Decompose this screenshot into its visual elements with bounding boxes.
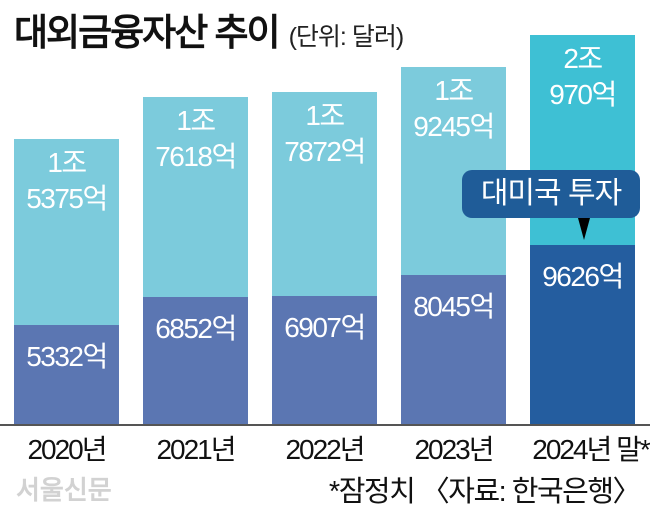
callout-pointer-icon	[578, 218, 590, 240]
total-label-line: 7618억	[143, 139, 248, 175]
us-data-label: 8045억	[401, 289, 506, 325]
total-label-line: 1조	[14, 145, 119, 181]
x-tick-label: 2021년	[121, 428, 271, 468]
total-label-line: 2조	[530, 41, 635, 77]
us-data-label: 5332억	[14, 339, 119, 375]
total-label-line: 1조	[143, 103, 248, 139]
x-tick-label: 2022년	[250, 428, 400, 468]
x-tick-label: 2024년 말*	[516, 428, 650, 468]
total-label-line: 9245억	[401, 109, 506, 145]
total-label-line: 970억	[530, 77, 635, 113]
total-label-line: 5375억	[14, 181, 119, 217]
us-data-label: 6907억	[272, 310, 377, 346]
us-data-label: 9626억	[530, 259, 635, 295]
us-investment-callout: 대미국 투자	[462, 170, 640, 218]
total-label-line: 1조	[401, 73, 506, 109]
us-data-label: 6852억	[143, 311, 248, 347]
watermark-logo: 서울신문	[16, 470, 112, 507]
total-label-line: 1조	[272, 98, 377, 134]
x-tick-label: 2023년	[379, 428, 529, 468]
x-axis-line	[0, 424, 650, 426]
total-label-line: 7872억	[272, 134, 377, 170]
